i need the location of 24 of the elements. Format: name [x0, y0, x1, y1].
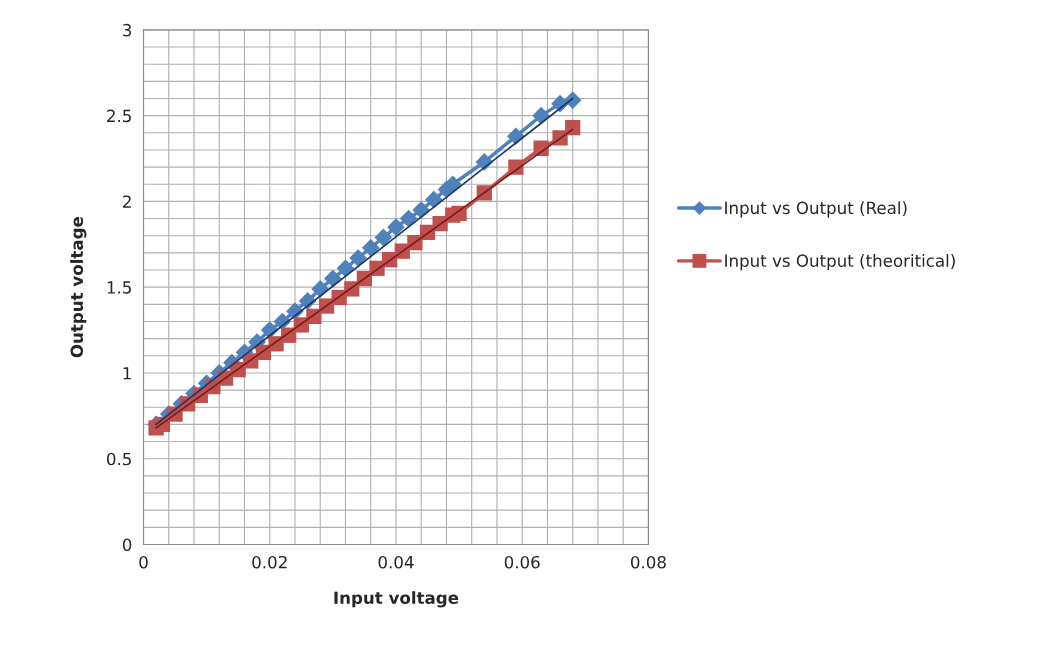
- point: [412, 201, 431, 219]
- legend-label: Input vs Output (Real): [725, 201, 907, 218]
- legend-label: Input vs Output (theoritical): [725, 254, 955, 271]
- y-tick-label: 0.5: [106, 452, 131, 466]
- y-tick-label: 3: [123, 23, 132, 37]
- x-tick-label: 0.08: [630, 555, 666, 569]
- point: [399, 209, 418, 228]
- y-tick-label: 2.5: [107, 109, 131, 123]
- y-tick-label: 0: [122, 538, 132, 552]
- x-tick-label: 0.02: [252, 555, 287, 569]
- point: [374, 228, 393, 247]
- point: [387, 218, 405, 236]
- x-axis-title: Input voltage: [334, 591, 459, 608]
- y-tick-label: 1: [123, 367, 131, 380]
- x-tick-label: 0.06: [504, 555, 540, 569]
- y-axis-title: Output voltage: [70, 216, 87, 358]
- point: [532, 106, 550, 125]
- y-tick-label: 2: [123, 195, 131, 208]
- point: [349, 249, 367, 267]
- point: [336, 259, 355, 278]
- point: [361, 238, 380, 257]
- x-tick-label: 0.04: [378, 555, 414, 569]
- y-tick-label: 1.5: [107, 281, 131, 294]
- x-tick-label: 0: [139, 555, 148, 569]
